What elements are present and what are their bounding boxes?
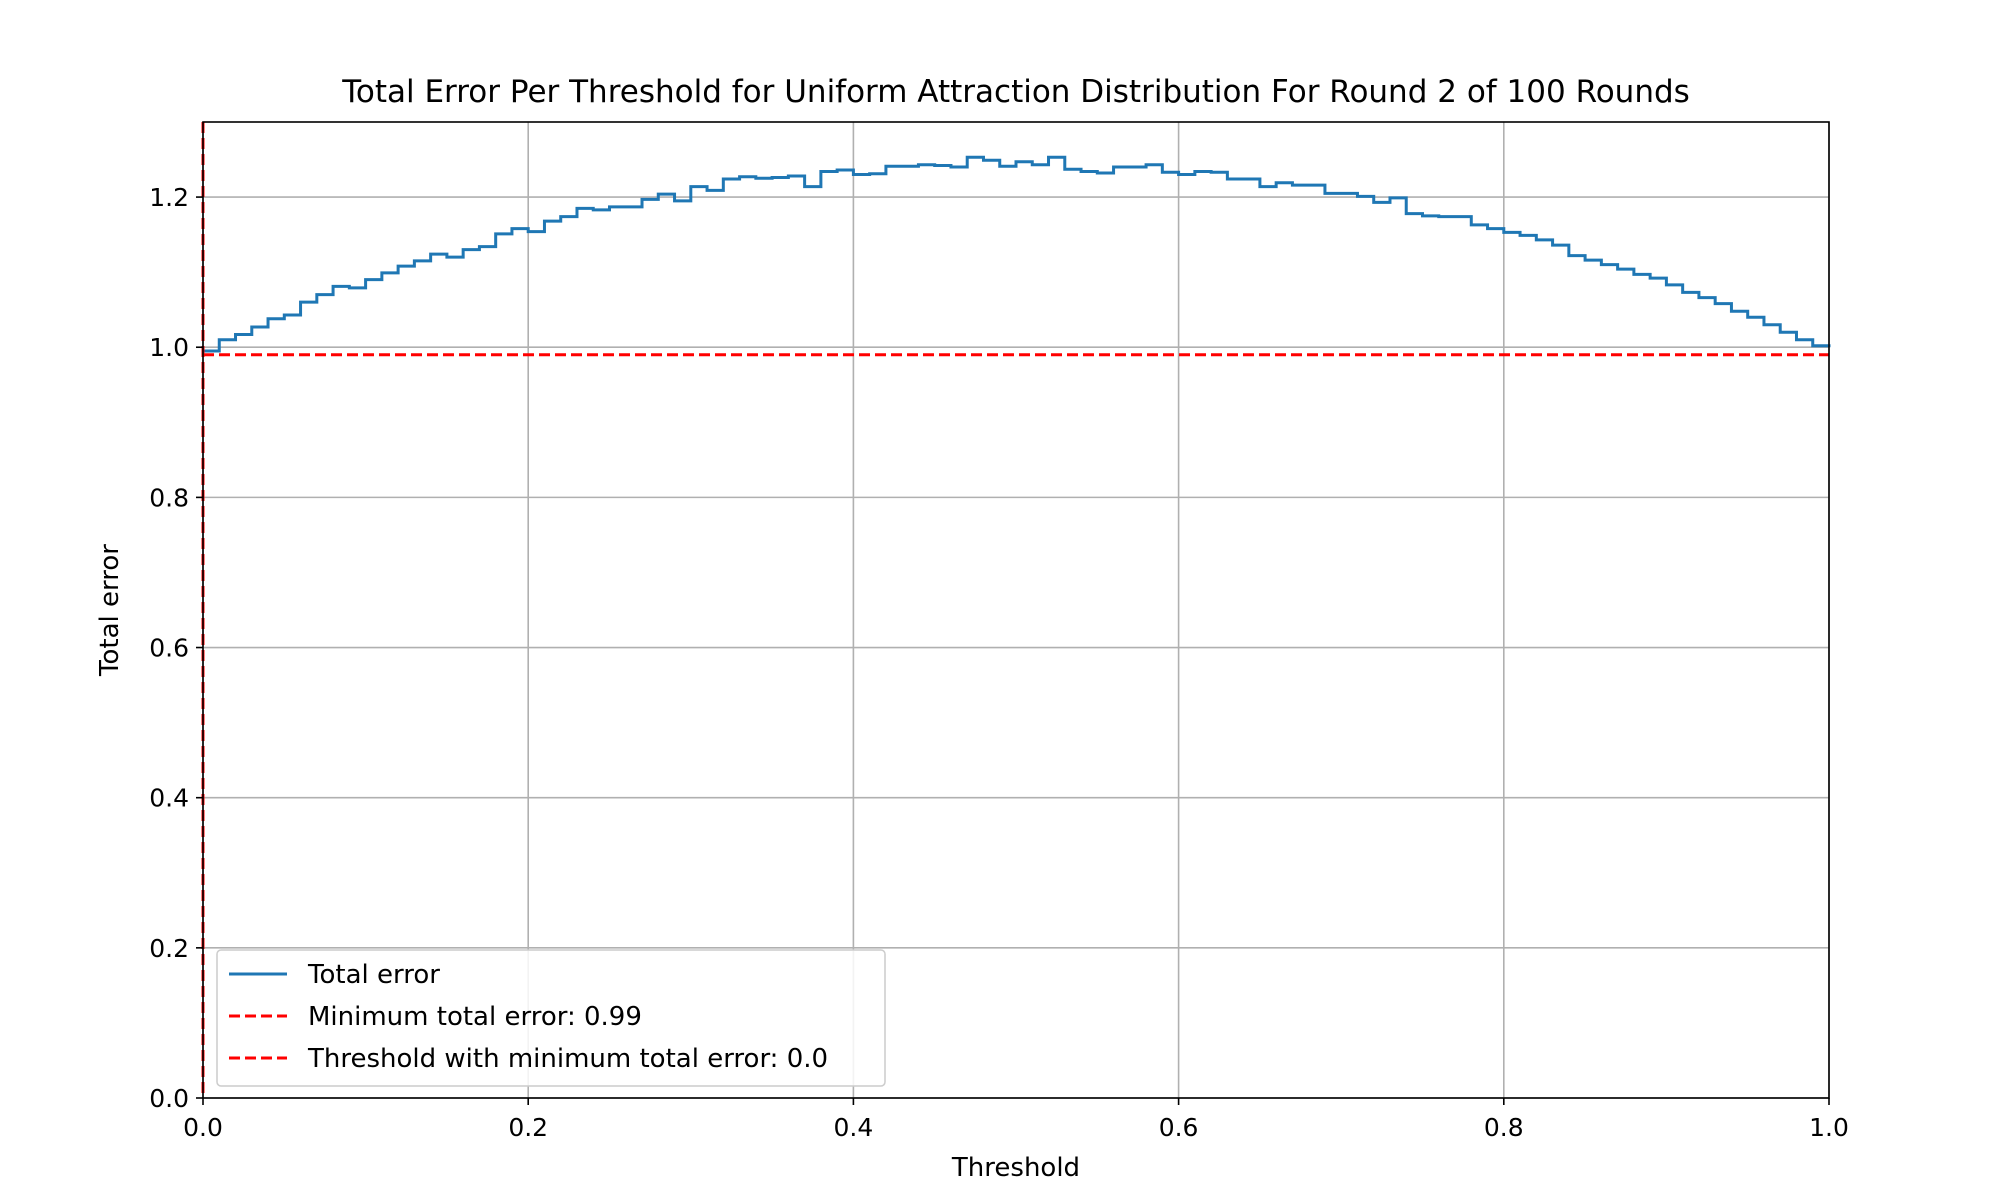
y-tick-label: 0.4	[149, 784, 189, 813]
y-axis-label: Total error	[95, 544, 125, 677]
legend-entry-label: Total error	[307, 960, 440, 990]
x-tick-label: 0.6	[1159, 1113, 1199, 1142]
y-tick-label: 0.8	[149, 483, 189, 512]
x-tick-label: 1.0	[1809, 1113, 1849, 1142]
legend: Total error Minimum total error: 0.99 Thre…	[216, 949, 886, 1087]
axes-frame	[202, 121, 1830, 1099]
axis-ticks: 0.0 0.2 0.4 0.6 0.8 1.0 0.0 0.2 0.4 0.6 0.8 1.0 1.2	[149, 183, 1849, 1142]
y-tick-label: 0.6	[149, 634, 189, 663]
total-error-line	[203, 155, 1831, 353]
x-tick-label: 0.2	[508, 1113, 548, 1142]
legend-entry-label: Threshold with minimum total error: 0.0	[307, 1044, 828, 1074]
x-tick-label: 0.4	[834, 1113, 874, 1142]
legend-entry-label: Minimum total error: 0.99	[308, 1002, 642, 1032]
y-tick-label: 1.2	[149, 183, 189, 212]
y-tick-label: 0.2	[149, 934, 189, 963]
y-tick-label: 1.0	[149, 333, 189, 362]
chart-title: Total Error Per Threshold for Uniform At…	[341, 74, 1690, 110]
y-tick-label: 0.0	[149, 1084, 189, 1113]
x-tick-label: 0.0	[183, 1113, 223, 1142]
legend-box	[216, 949, 886, 1087]
x-axis-label: Threshold	[951, 1153, 1080, 1183]
x-tick-label: 0.8	[1484, 1113, 1524, 1142]
